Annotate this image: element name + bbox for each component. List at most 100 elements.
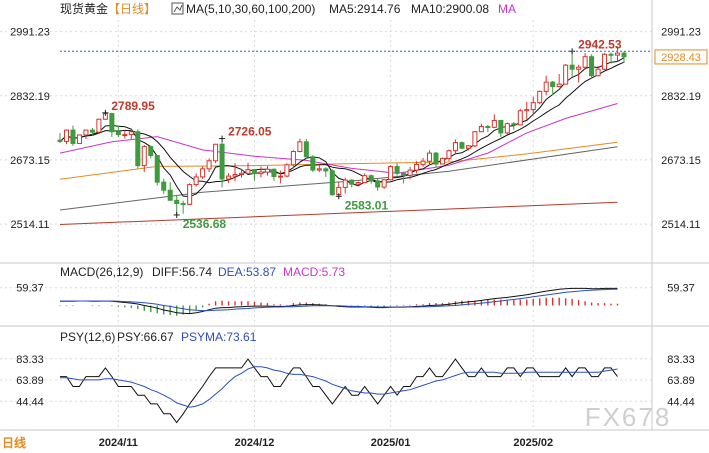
candle[interactable] <box>290 150 296 169</box>
candle[interactable] <box>362 173 368 184</box>
candle[interactable] <box>83 129 89 139</box>
candle[interactable] <box>89 128 95 136</box>
candle[interactable] <box>264 166 270 176</box>
candlesticks[interactable] <box>57 46 627 215</box>
candle[interactable] <box>465 145 471 151</box>
candle[interactable] <box>277 170 283 184</box>
candle-body <box>602 53 608 70</box>
candle[interactable] <box>621 51 627 63</box>
candle[interactable] <box>239 169 245 178</box>
candle[interactable] <box>401 172 407 184</box>
candle[interactable] <box>433 151 439 167</box>
candle[interactable] <box>608 52 614 64</box>
candle[interactable] <box>355 181 361 187</box>
candle[interactable] <box>556 74 562 88</box>
candle-body <box>381 179 387 188</box>
candle[interactable] <box>368 174 374 184</box>
candle[interactable] <box>342 177 348 194</box>
candle[interactable] <box>96 118 102 134</box>
candle[interactable] <box>115 125 121 137</box>
candle[interactable] <box>543 75 549 96</box>
candle[interactable] <box>180 200 186 214</box>
candle[interactable] <box>303 139 309 159</box>
candle[interactable] <box>595 65 601 77</box>
candle[interactable] <box>381 179 387 190</box>
candle[interactable] <box>511 122 517 130</box>
candle[interactable] <box>148 145 154 159</box>
candle[interactable] <box>375 178 381 191</box>
candle[interactable] <box>70 125 76 146</box>
candle-body <box>420 160 426 165</box>
candle[interactable] <box>537 90 543 105</box>
candle-body <box>427 152 433 162</box>
candle[interactable] <box>485 124 491 133</box>
candle[interactable] <box>154 155 160 186</box>
candle[interactable] <box>602 53 608 71</box>
candle[interactable] <box>530 96 536 116</box>
candle[interactable] <box>200 166 206 179</box>
candle[interactable] <box>245 162 251 174</box>
candle[interactable] <box>550 80 556 96</box>
candle[interactable] <box>439 157 445 165</box>
candle[interactable] <box>284 163 290 178</box>
candle[interactable] <box>329 169 335 196</box>
candle[interactable] <box>206 158 212 173</box>
candle[interactable] <box>258 166 264 178</box>
candle[interactable] <box>57 132 63 144</box>
candle[interactable] <box>213 143 219 164</box>
candle[interactable] <box>459 141 465 150</box>
candle[interactable] <box>563 63 569 85</box>
candle[interactable] <box>427 150 433 165</box>
candle[interactable] <box>517 108 523 126</box>
candle[interactable] <box>128 128 134 139</box>
candle[interactable] <box>226 173 232 183</box>
candle[interactable] <box>491 114 497 129</box>
candle[interactable] <box>316 164 322 173</box>
candle[interactable] <box>167 182 173 201</box>
candle-body <box>303 141 309 158</box>
candle[interactable] <box>524 101 530 121</box>
candle[interactable] <box>407 166 413 180</box>
candle[interactable] <box>187 183 193 206</box>
candle[interactable] <box>161 178 167 194</box>
candle[interactable] <box>122 130 128 139</box>
candle[interactable] <box>582 53 588 70</box>
candle[interactable] <box>135 129 141 169</box>
candle[interactable] <box>297 138 303 153</box>
candle[interactable] <box>141 145 147 173</box>
candle[interactable] <box>478 123 484 133</box>
candle[interactable] <box>452 139 458 154</box>
candle[interactable] <box>388 165 394 181</box>
candle[interactable] <box>569 51 575 77</box>
candle[interactable] <box>251 168 257 181</box>
candle[interactable] <box>589 54 595 79</box>
candle-body <box>414 163 420 171</box>
candle[interactable] <box>576 64 582 83</box>
macd-axis-tick-left: 59.37 <box>16 283 44 295</box>
candle[interactable] <box>420 157 426 167</box>
candle[interactable] <box>219 140 225 188</box>
candle[interactable] <box>232 163 238 182</box>
candle[interactable] <box>446 149 452 162</box>
period-selector[interactable]: 日线 <box>2 435 26 450</box>
candle[interactable] <box>109 112 115 137</box>
ma-toggle-icon[interactable] <box>171 2 184 15</box>
candle[interactable] <box>76 134 82 144</box>
candle[interactable] <box>63 129 69 145</box>
candle-body <box>459 142 465 149</box>
candle[interactable] <box>193 173 199 187</box>
candle[interactable] <box>349 179 355 188</box>
candle[interactable] <box>174 195 180 215</box>
candle[interactable] <box>472 130 478 148</box>
candle[interactable] <box>271 168 277 181</box>
candle[interactable] <box>498 119 504 137</box>
candle[interactable] <box>615 46 621 62</box>
candle[interactable] <box>394 163 400 176</box>
candle[interactable] <box>504 122 510 135</box>
ma-more-label: MA <box>498 2 516 16</box>
candle[interactable] <box>323 167 329 177</box>
candle[interactable] <box>414 161 420 174</box>
psy-axis-tick-left: 83.33 <box>16 354 44 366</box>
candle[interactable] <box>310 155 316 173</box>
